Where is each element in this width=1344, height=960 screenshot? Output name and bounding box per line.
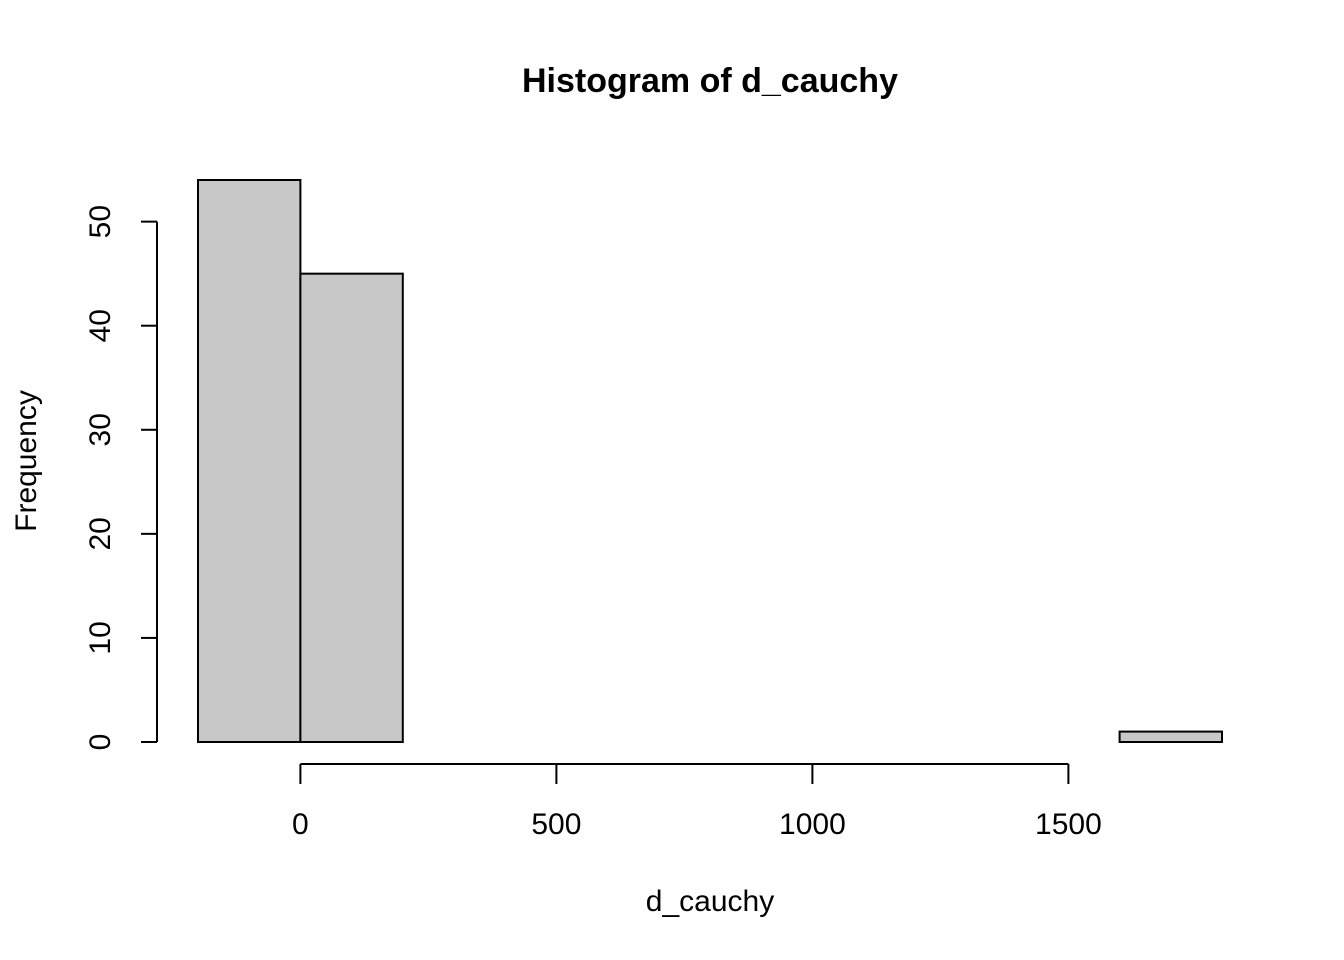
y-tick-label-3: 30 <box>84 413 117 446</box>
histogram-bar-0 <box>197 179 302 743</box>
histogram-bar-9 <box>1118 730 1223 743</box>
x-tick-label-2: 1000 <box>779 808 846 841</box>
x-axis-label: d_cauchy <box>646 885 774 918</box>
y-axis-label: Frequency <box>10 390 43 532</box>
chart-title: Histogram of d_cauchy <box>522 62 898 100</box>
histogram-bars <box>197 179 1223 743</box>
y-tick-label-1: 10 <box>84 621 117 654</box>
histogram-bar-1 <box>299 272 404 743</box>
x-axis: 0 500 1000 1500 <box>292 763 1102 841</box>
x-tick-label-1: 500 <box>531 808 581 841</box>
y-tick-label-4: 40 <box>84 309 117 342</box>
y-tick-label-2: 20 <box>84 517 117 550</box>
y-axis: 0 10 20 30 40 50 <box>84 205 158 751</box>
y-tick-label-5: 50 <box>84 205 117 238</box>
x-tick-label-3: 1500 <box>1035 808 1102 841</box>
x-tick-label-0: 0 <box>292 808 309 841</box>
y-tick-label-0: 0 <box>84 734 117 751</box>
